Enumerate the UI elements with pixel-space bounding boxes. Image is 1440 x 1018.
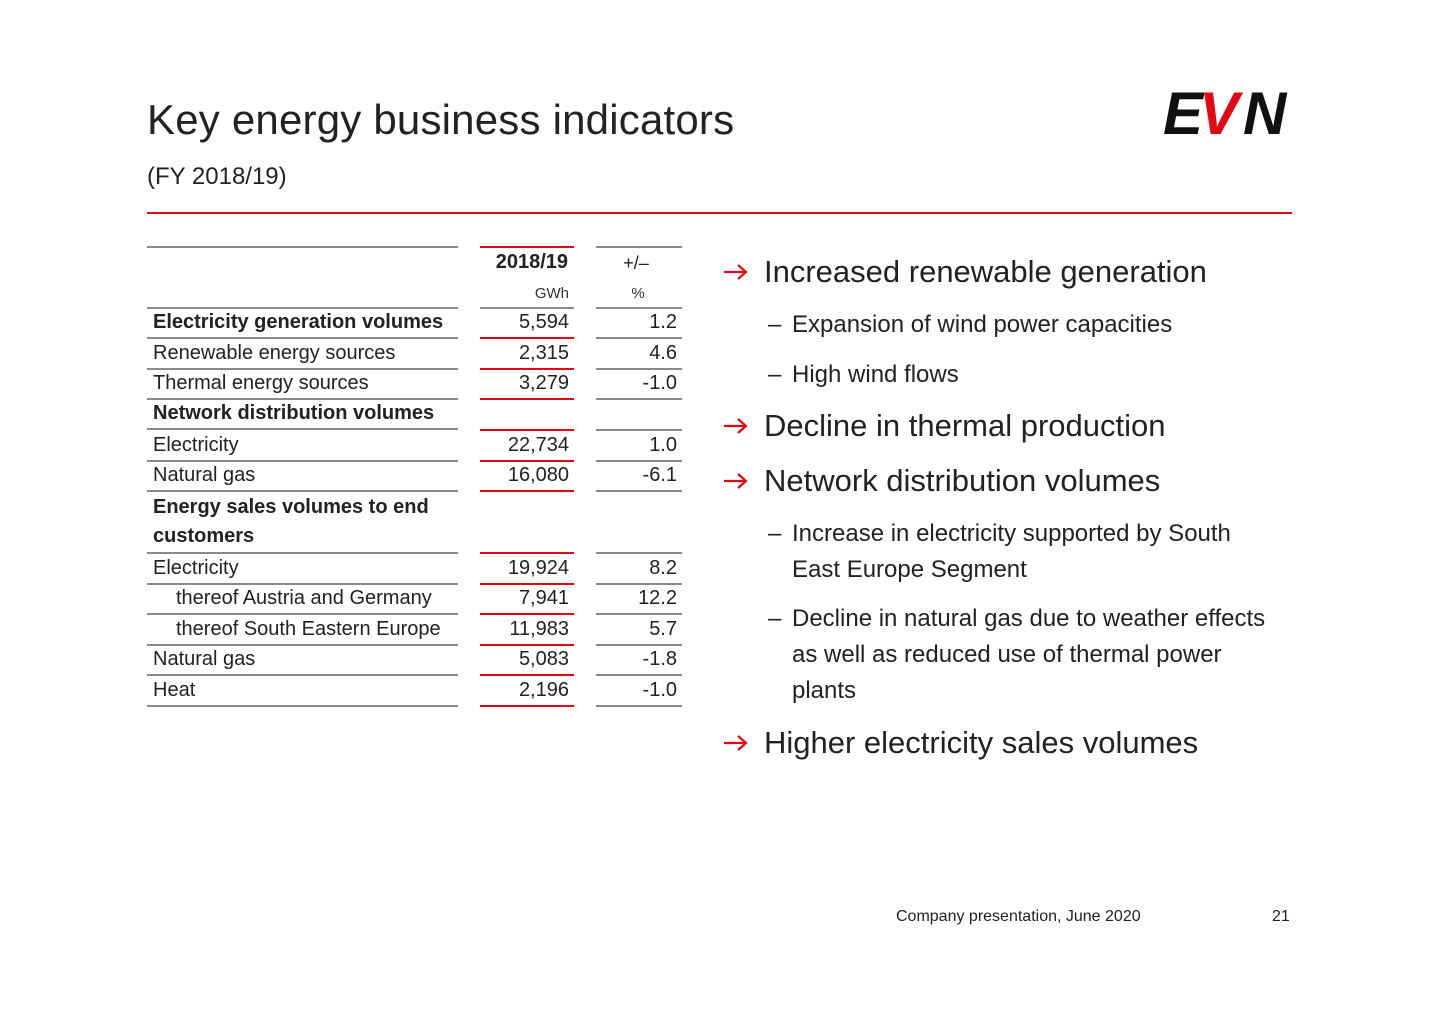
section-rule-change: [596, 552, 682, 554]
table-row: Electricity 22,734 1.0: [147, 432, 687, 462]
row-change: 12.2: [638, 587, 677, 609]
row-label: Heat: [153, 679, 196, 701]
row-label-line2: customers: [153, 525, 255, 547]
row-label: thereof South Eastern Europe: [176, 618, 441, 640]
svg-text:E: E: [1163, 84, 1205, 140]
table-row: Thermal energy sources 3,279 -1.0: [147, 370, 687, 400]
footer-text: Company presentation, June 2020: [896, 908, 1141, 925]
row-value: 22,734: [507, 434, 569, 456]
table-top-rule-change: [596, 246, 682, 248]
table-row: Natural gas 16,080 -6.1: [147, 462, 687, 492]
row-value: 7,941: [518, 587, 569, 609]
sub-bullet-text: Increase in electricity supported by Sou…: [792, 520, 1231, 583]
section-rule-change: [596, 429, 682, 431]
arrow-right-icon: [724, 473, 748, 489]
row-change: 4.6: [649, 342, 677, 364]
svg-text:V: V: [1199, 84, 1244, 140]
bullet-text: Higher electricity sales volumes: [764, 725, 1199, 760]
page-title: Key energy business indicators: [147, 96, 735, 143]
table-row: Electricity generation volumes 5,594 1.2: [147, 309, 687, 339]
row-label: Electricity: [153, 434, 239, 456]
col-unit-change: %: [631, 285, 645, 302]
row-label: Electricity generation volumes: [153, 311, 444, 333]
table-row: Heat 2,196 -1.0: [147, 677, 687, 707]
table-row: thereof South Eastern Europe 11,983 5.7: [147, 616, 687, 646]
col-header-year: 2018/19: [495, 251, 568, 273]
table-top-rule-label: [147, 246, 458, 248]
table-row: Network distribution volumes: [147, 400, 687, 430]
table-row: Energy sales volumes to end customers: [147, 494, 458, 554]
header-divider: [147, 212, 1292, 214]
table-top-rule-value: [480, 246, 574, 248]
row-change: 5.7: [649, 618, 677, 640]
row-label: Renewable energy sources: [153, 342, 396, 364]
sub-bullet-text: Expansion of wind power capacities: [792, 311, 1173, 338]
row-change: -6.1: [642, 464, 677, 486]
row-label: Natural gas: [153, 648, 256, 670]
header-bottom-rule-value: [480, 307, 574, 309]
sub-bullet-text: High wind flows: [792, 361, 959, 388]
col-header-change: +/–: [623, 253, 649, 273]
header-bottom-rule-change: [596, 307, 682, 309]
table-row: Renewable energy sources 2,315 4.6: [147, 340, 687, 370]
section-rule-value: [480, 429, 574, 431]
page-number: 21: [1272, 908, 1290, 925]
evn-logo: E V N: [1163, 84, 1290, 140]
row-change: 8.2: [649, 557, 677, 579]
arrow-right-icon: [724, 264, 748, 280]
bullet-text: Increased renewable generation: [764, 254, 1207, 289]
bullet-text: Network distribution volumes: [764, 463, 1161, 498]
row-value: 3,279: [518, 372, 569, 394]
row-label: Network distribution volumes: [153, 402, 435, 424]
row-value: 5,083: [518, 648, 569, 670]
arrow-right-icon: [724, 418, 748, 434]
row-value: 2,196: [518, 679, 569, 701]
sub-bullet-text: Decline in natural gas due to weather ef…: [792, 605, 1266, 704]
page-subtitle: (FY 2018/19): [147, 163, 287, 190]
row-change: -1.0: [642, 372, 677, 394]
arrow-right-icon: [724, 735, 748, 751]
dash-icon: –: [768, 311, 782, 338]
row-label: Natural gas: [153, 464, 256, 486]
row-change: -1.0: [642, 679, 677, 701]
table-row: Natural gas 5,083 -1.8: [147, 646, 687, 676]
row-label: Energy sales volumes to end: [153, 496, 429, 518]
dash-icon: –: [768, 361, 782, 388]
row-change: 1.2: [649, 311, 677, 333]
row-label: Thermal energy sources: [153, 372, 369, 394]
col-unit-year: GWh: [534, 285, 569, 302]
row-change: -1.8: [642, 648, 677, 670]
table-row: Electricity 19,924 8.2: [147, 555, 687, 585]
svg-text:N: N: [1243, 84, 1288, 140]
row-value: 16,080: [507, 464, 569, 486]
bullet-text: Decline in thermal production: [764, 408, 1166, 443]
row-value: 2,315: [518, 342, 569, 364]
row-label: thereof Austria and Germany: [176, 587, 432, 609]
section-rule-value: [480, 552, 574, 554]
table-row: thereof Austria and Germany 7,941 12.2: [147, 585, 687, 615]
row-change: 1.0: [649, 434, 677, 456]
row-value: 5,594: [518, 311, 569, 333]
row-label: Electricity: [153, 557, 239, 579]
row-value: 11,983: [509, 618, 569, 640]
dash-icon: –: [768, 605, 782, 632]
header-bottom-rule-label: [147, 307, 458, 309]
dash-icon: –: [768, 520, 782, 547]
row-value: 19,924: [507, 557, 569, 579]
